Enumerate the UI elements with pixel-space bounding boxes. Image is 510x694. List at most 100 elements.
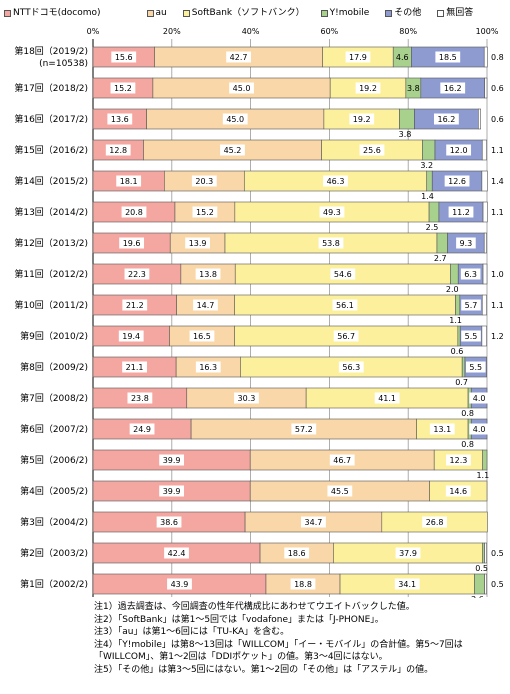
data-label-docomo: 13.6 bbox=[111, 115, 129, 124]
data-label-au: 18.6 bbox=[288, 549, 306, 558]
bar-segment-ymobile bbox=[482, 449, 488, 471]
bar-segment-noanswer bbox=[484, 542, 487, 564]
data-label-ymobile: 1.1 bbox=[449, 316, 462, 325]
legend-item-ymobile: Y!mobile bbox=[320, 6, 370, 20]
data-label-docomo: 18.1 bbox=[120, 177, 138, 186]
x-tick-label: 40% bbox=[242, 28, 260, 36]
data-label-bg bbox=[195, 268, 221, 280]
data-label-docomo: 12.8 bbox=[109, 146, 127, 155]
data-label-ymobile: 1.1 bbox=[476, 471, 489, 480]
category-label: 第14回（2015/2) bbox=[14, 175, 88, 187]
data-label-other: 4.0 bbox=[473, 394, 486, 403]
data-label-au: 30.3 bbox=[238, 394, 256, 403]
footnotes: 注1）過去調査は、今回調査の性年代構成比にあわせてウエイトバックした値。 注2）… bbox=[94, 601, 504, 677]
data-label-softbank: 54.6 bbox=[334, 270, 352, 279]
data-label-docomo: 42.4 bbox=[168, 549, 186, 558]
data-label-ymobile: 2.7 bbox=[434, 254, 447, 263]
data-label-docomo: 43.9 bbox=[171, 580, 189, 589]
data-label-au: 46.7 bbox=[333, 456, 351, 465]
category-label: 第15回（2016/2) bbox=[14, 144, 88, 156]
data-label-bg bbox=[434, 113, 459, 125]
footnote-4: 注4）「Y!mobile」は第8～13回は「WILLCOM」「イー・モバイル」の… bbox=[94, 639, 463, 650]
data-label-other: 12.0 bbox=[450, 146, 468, 155]
footnote-1: 注1）過去調査は、今回調査の性年代構成比にあわせてウエイトバックした値。 bbox=[94, 602, 415, 612]
data-label-softbank: 41.1 bbox=[378, 394, 396, 403]
data-label-au: 42.7 bbox=[230, 53, 248, 62]
data-label-bg bbox=[222, 113, 248, 125]
data-label-bg bbox=[110, 82, 136, 94]
data-label-bg bbox=[323, 175, 348, 187]
data-label-bg bbox=[461, 330, 481, 342]
data-label-bg bbox=[456, 237, 476, 249]
data-label-noanswer: 1.2 bbox=[491, 332, 504, 341]
data-label-noanswer: 0.6 bbox=[491, 84, 504, 93]
data-label-bg bbox=[345, 51, 371, 63]
legend-item-docomo: NTTドコモ(docomo) bbox=[4, 6, 101, 20]
data-label-bg bbox=[290, 578, 316, 590]
data-label-docomo: 22.3 bbox=[128, 270, 146, 279]
data-label-bg bbox=[291, 423, 317, 435]
bar-segment-ymobile bbox=[450, 263, 459, 285]
data-label-other: 4.0 bbox=[473, 425, 486, 434]
data-label-bg bbox=[284, 547, 310, 559]
data-label-docomo: 21.2 bbox=[126, 301, 144, 310]
data-label-bg bbox=[355, 82, 381, 94]
category-label: 第13回（2014/2) bbox=[14, 206, 88, 218]
category-label: 第3回（2004/2) bbox=[20, 516, 88, 528]
data-label-au: 45.5 bbox=[331, 487, 349, 496]
data-label-au: 14.7 bbox=[197, 301, 215, 310]
data-label-softbank: 14.6 bbox=[449, 487, 467, 496]
bar-segment-noanswer bbox=[483, 232, 487, 254]
data-label-au: 45.0 bbox=[233, 84, 251, 93]
footnote-3: 注3）「au」は第1～6回には「TU-KA」を含む。 bbox=[94, 627, 290, 638]
data-label-bg bbox=[440, 82, 466, 94]
legend-swatch-other bbox=[385, 9, 393, 17]
legend-swatch-docomo bbox=[4, 9, 11, 17]
footnote-5: 注5）「その他」は第3～5回にはない。第1～2回の「その他」は「アステル」の値。 bbox=[94, 664, 434, 675]
data-label-other: 6.3 bbox=[464, 270, 477, 279]
chart-legend: NTTドコモ(docomo) au SoftBank（ソフトバンク） Y!mob… bbox=[4, 6, 504, 20]
legend-label-noanswer: 無回答 bbox=[446, 8, 474, 18]
data-label-ymobile: 3.2 bbox=[420, 161, 433, 170]
data-label-other: 5.5 bbox=[469, 363, 482, 372]
data-label-ymobile: 1.4 bbox=[421, 192, 434, 201]
legend-label-softbank: SoftBank（ソフトバンク） bbox=[191, 8, 305, 18]
data-label-bg bbox=[220, 144, 245, 156]
legend-label-other: その他 bbox=[394, 8, 422, 18]
data-label-ymobile: 0.6 bbox=[451, 347, 464, 356]
bar-segment-noanswer bbox=[482, 263, 488, 285]
data-label-docomo: 39.9 bbox=[163, 456, 181, 465]
legend-item-au: au bbox=[146, 6, 167, 20]
category-label: 第11回（2012/2) bbox=[14, 268, 88, 280]
bar-segment-ymobile bbox=[422, 139, 436, 161]
data-label-docomo: 19.4 bbox=[122, 332, 140, 341]
data-label-ymobile: 0.8 bbox=[461, 440, 474, 449]
data-label-au: 13.8 bbox=[199, 270, 217, 279]
data-label-docomo: 19.6 bbox=[123, 239, 141, 248]
data-label-noanswer: 1.0 bbox=[491, 270, 504, 279]
category-label: 第5回（2006/2) bbox=[20, 454, 88, 466]
category-label: 第16回（2017/2) bbox=[14, 113, 88, 125]
data-label-bg bbox=[121, 206, 147, 218]
data-label-au: 45.2 bbox=[224, 146, 242, 155]
data-label-softbank: 34.1 bbox=[398, 580, 416, 589]
data-label-softbank: 19.2 bbox=[353, 115, 371, 124]
data-label-noanswer: 1.1 bbox=[491, 301, 504, 310]
category-label: 第7回（2008/2) bbox=[20, 392, 88, 404]
data-label-au: 13.9 bbox=[189, 239, 207, 248]
legend-swatch-noanswer bbox=[437, 9, 445, 17]
legend-label-ymobile: Y!mobile bbox=[329, 8, 370, 18]
data-label-bg bbox=[105, 144, 131, 156]
legend-swatch-ymobile bbox=[320, 9, 328, 17]
data-label-docomo: 39.9 bbox=[163, 487, 181, 496]
data-label-bg bbox=[422, 516, 447, 528]
data-label-bg bbox=[359, 144, 385, 156]
data-label-bg bbox=[446, 144, 472, 156]
data-label-bg bbox=[234, 392, 259, 404]
data-label-other: 18.5 bbox=[439, 53, 457, 62]
data-label-noanswer: 0.8 bbox=[491, 53, 504, 62]
data-label-other: 12.6 bbox=[448, 177, 466, 186]
bar-segment-ymobile bbox=[474, 573, 485, 595]
legend-label-docomo: NTTドコモ(docomo) bbox=[13, 8, 101, 18]
data-label-other: 5.7 bbox=[465, 301, 478, 310]
